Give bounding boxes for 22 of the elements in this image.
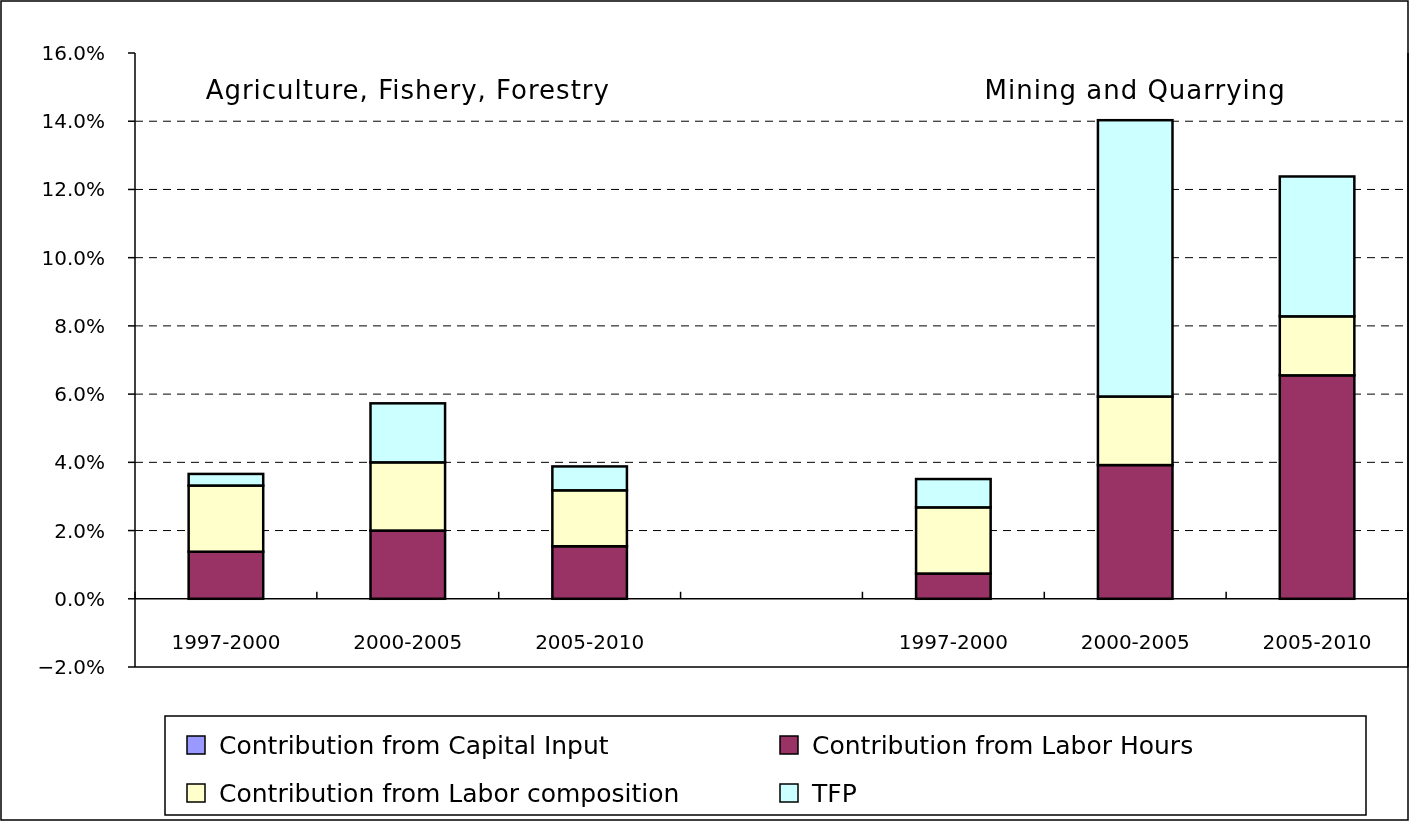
- legend-label: Contribution from Labor composition: [219, 778, 680, 808]
- x-tick-label: 2000-2005: [1080, 630, 1190, 654]
- y-tick-label: 4.0%: [54, 450, 105, 475]
- x-tick-label: 2005-2010: [1262, 630, 1372, 654]
- y-tick-label: 16.0%: [41, 41, 105, 65]
- y-tick-label: 2.0%: [54, 518, 105, 543]
- y-tick-label: 6.0%: [54, 382, 105, 407]
- x-tick-label: 2005-2010: [535, 630, 645, 654]
- y-tick-label: −2.0%: [37, 655, 105, 679]
- y-tick-label: 0.0%: [54, 586, 105, 611]
- legend-label: Contribution from Labor Hours: [812, 730, 1194, 760]
- y-tick-label: 12.0%: [41, 177, 105, 202]
- y-tick-label: 8.0%: [54, 313, 105, 338]
- legend-label: TFP: [811, 778, 857, 808]
- y-tick-label: 14.0%: [41, 109, 105, 134]
- legend-label: Contribution from Capital Input: [219, 730, 609, 760]
- annotation: Mining and Quarrying: [984, 75, 1286, 106]
- y-tick-label: 10.0%: [41, 245, 105, 270]
- x-tick-label: 1997-2000: [171, 630, 281, 654]
- x-tick-label: 1997-2000: [898, 630, 1008, 654]
- annotation: Agriculture, Fishery, Forestry: [205, 75, 610, 106]
- x-tick-label: 2000-2005: [353, 630, 463, 654]
